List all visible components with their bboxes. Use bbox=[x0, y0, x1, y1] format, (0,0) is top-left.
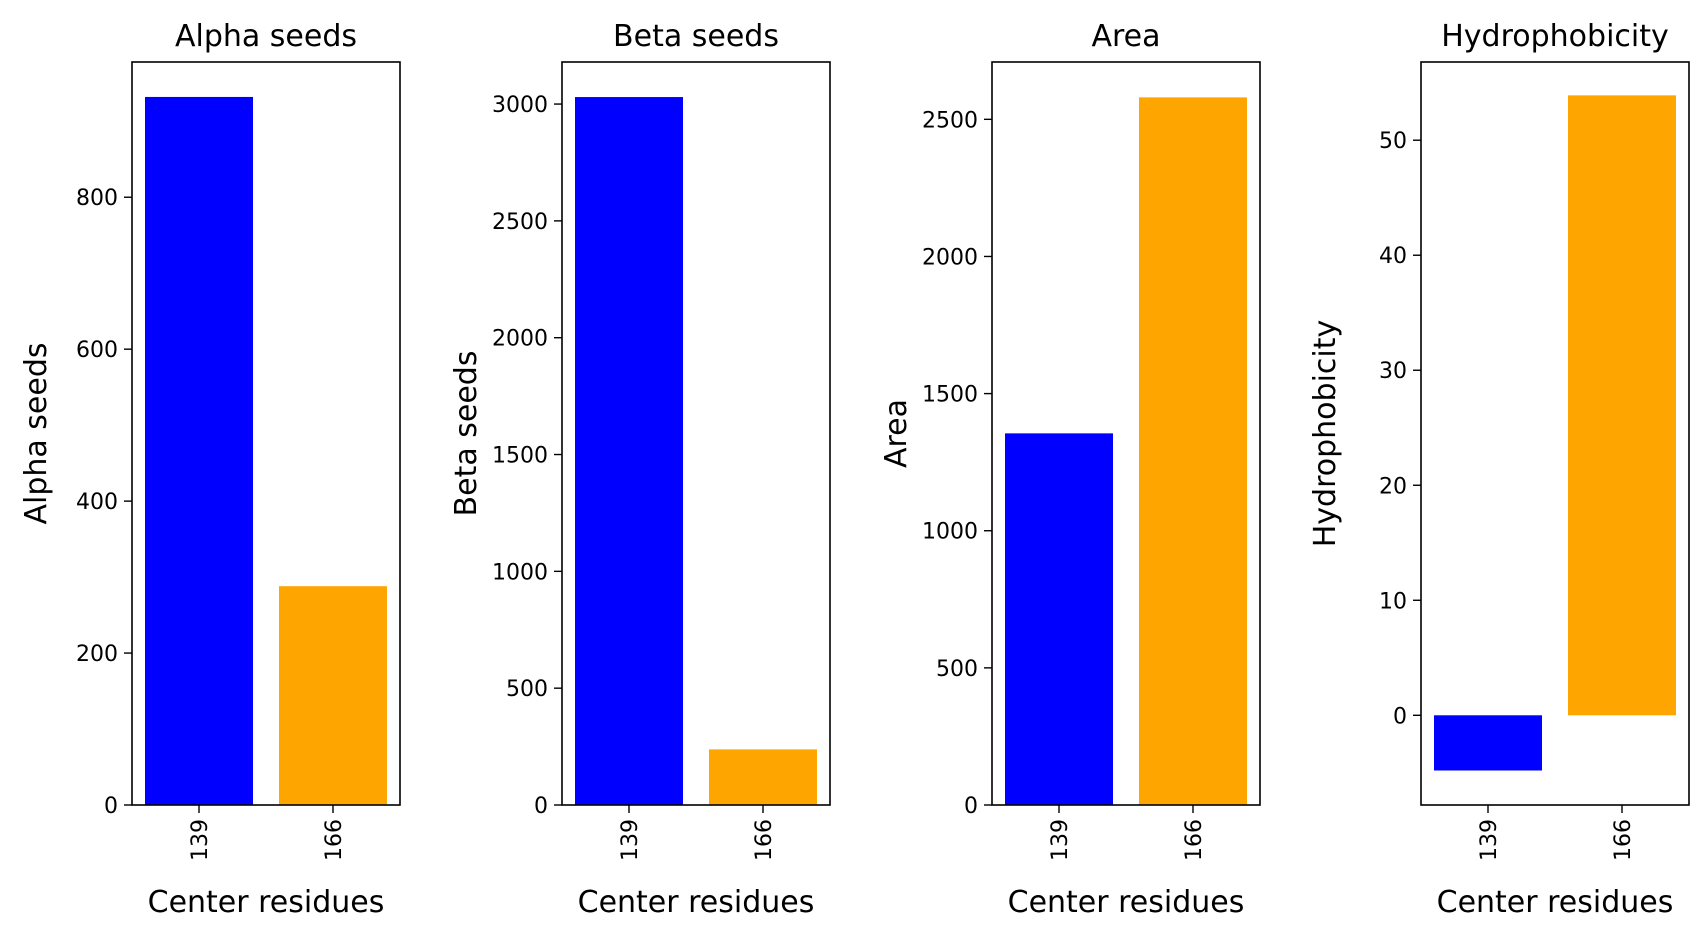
y-tick-label: 40 bbox=[1379, 244, 1407, 269]
plot-frame bbox=[991, 61, 1261, 806]
y-tick-label: 500 bbox=[506, 677, 548, 702]
plot-frame bbox=[561, 61, 831, 806]
bar-166 bbox=[1139, 97, 1247, 805]
bar-139 bbox=[1434, 715, 1542, 771]
y-tick-label: 1500 bbox=[492, 444, 548, 469]
x-tick-label: 139 bbox=[618, 819, 643, 861]
x-tick-label: 139 bbox=[1477, 819, 1502, 861]
y-tick-label: 500 bbox=[936, 657, 978, 682]
y-tick-label: 20 bbox=[1379, 474, 1407, 499]
y-tick-label: 1500 bbox=[922, 383, 978, 408]
bar-139 bbox=[575, 97, 683, 805]
y-tick-label: 0 bbox=[964, 794, 978, 819]
chart-title: Beta seeds bbox=[613, 19, 779, 54]
plot-frame bbox=[131, 61, 401, 806]
y-axis-label: Area bbox=[879, 399, 914, 468]
y-tick-label: 200 bbox=[76, 642, 118, 667]
chart-panel-3: 0 500 1000 1500 2000 2500 139 166 Area Center res… bbox=[879, 19, 1261, 920]
bar-139 bbox=[145, 96, 253, 805]
bar-166 bbox=[1568, 95, 1676, 716]
x-tick-label: 166 bbox=[1182, 819, 1207, 861]
x-axis-label: Center residues bbox=[578, 885, 815, 920]
chart-panel-4: 0 10 20 30 40 50 139 166 Hydrophobicity Center re… bbox=[1308, 19, 1690, 920]
y-tick-label: 10 bbox=[1379, 589, 1407, 614]
y-tick-label: 600 bbox=[76, 338, 118, 363]
y-tick-label: 0 bbox=[1393, 704, 1407, 729]
x-tick-label: 166 bbox=[322, 819, 347, 861]
x-tick-label: 166 bbox=[752, 819, 777, 861]
bar-139 bbox=[1005, 433, 1113, 805]
plot-frame bbox=[1420, 61, 1690, 806]
y-axis-label: Hydrophobicity bbox=[1308, 320, 1343, 548]
x-tick-label: 139 bbox=[1048, 819, 1073, 861]
y-tick-label: 3000 bbox=[492, 93, 548, 118]
chart-panel-2: 0 500 1000 1500 2000 2500 3000 139 166 Beta seeds… bbox=[449, 19, 831, 920]
y-tick-label: 2000 bbox=[922, 245, 978, 270]
bar-166 bbox=[279, 586, 387, 805]
y-tick-label: 30 bbox=[1379, 359, 1407, 384]
bar-166 bbox=[709, 749, 817, 805]
y-tick-label: 50 bbox=[1379, 129, 1407, 154]
y-axis-label: Beta seeds bbox=[449, 351, 484, 517]
chart-title: Hydrophobicity bbox=[1441, 19, 1669, 54]
x-tick-label: 139 bbox=[188, 819, 213, 861]
x-axis-label: Center residues bbox=[1437, 885, 1674, 920]
chart-title: Alpha seeds bbox=[175, 19, 357, 54]
y-tick-label: 1000 bbox=[922, 520, 978, 545]
x-axis-label: Center residues bbox=[1008, 885, 1245, 920]
x-axis-label: Center residues bbox=[148, 885, 385, 920]
y-tick-label: 2500 bbox=[922, 108, 978, 133]
y-tick-label: 1000 bbox=[492, 560, 548, 585]
y-tick-label: 2500 bbox=[492, 210, 548, 235]
chart-panel-1: 0 200 400 600 800 139 166 Alpha seeds Center res… bbox=[19, 19, 401, 920]
y-tick-label: 0 bbox=[534, 794, 548, 819]
x-tick-label: 166 bbox=[1611, 819, 1636, 861]
y-tick-label: 400 bbox=[76, 490, 118, 515]
y-tick-label: 2000 bbox=[492, 327, 548, 352]
y-tick-label: 800 bbox=[76, 186, 118, 211]
y-axis-label: Alpha seeds bbox=[19, 342, 54, 524]
y-tick-label: 0 bbox=[104, 794, 118, 819]
chart-title: Area bbox=[1091, 19, 1160, 54]
